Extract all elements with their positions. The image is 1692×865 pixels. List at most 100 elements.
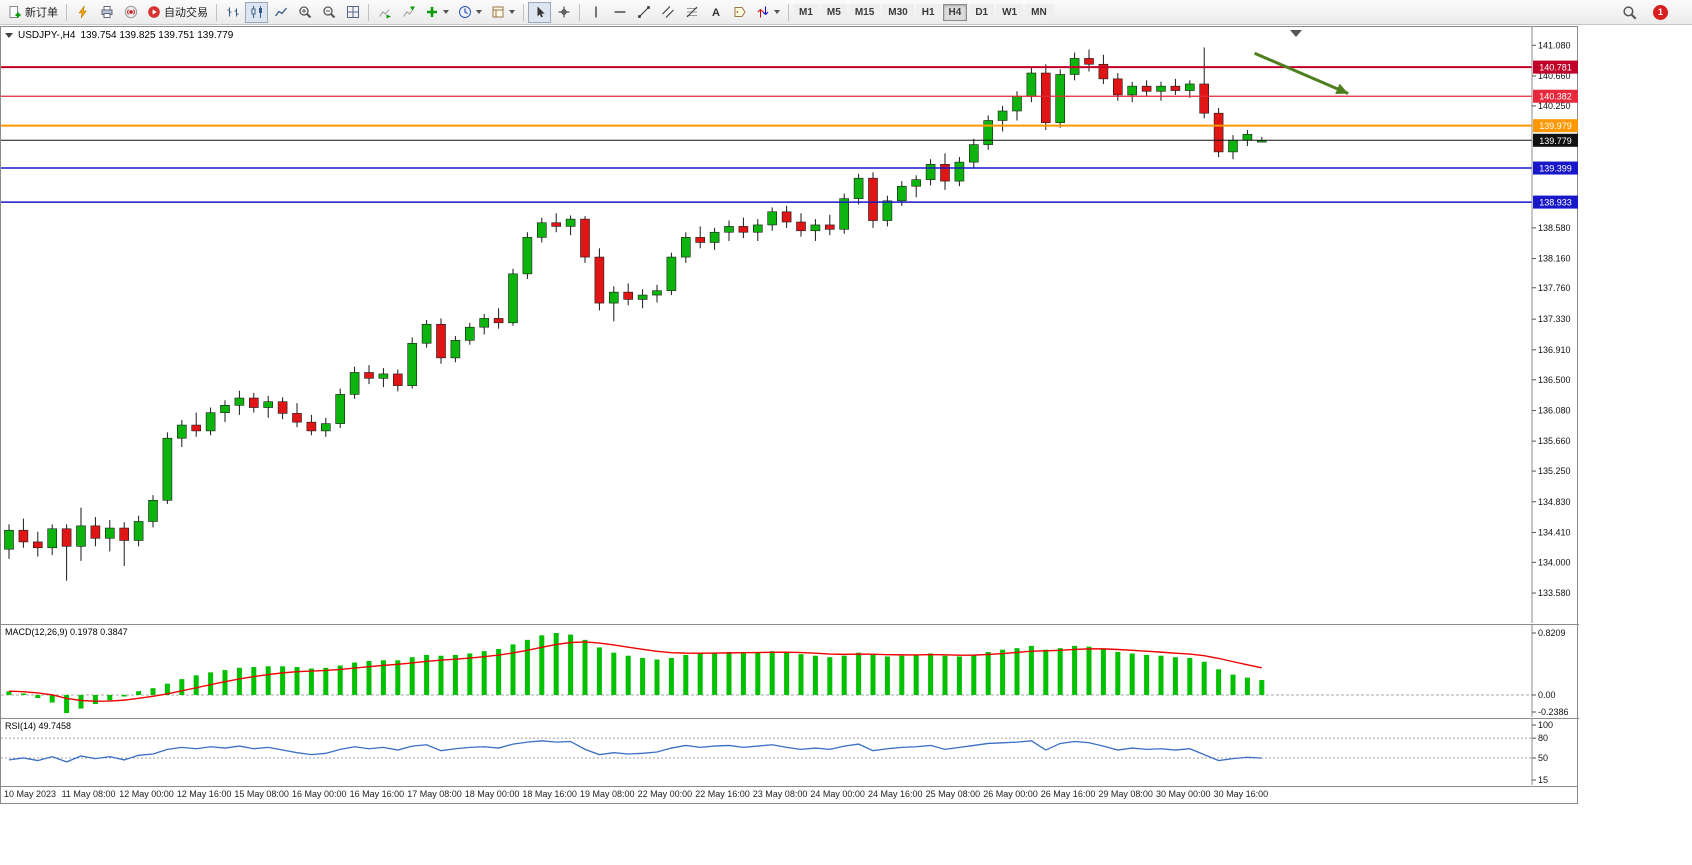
macd-histogram-bar <box>49 694 55 703</box>
macd-histogram-bar <box>1115 651 1121 695</box>
notification-badge[interactable]: 1 <box>1653 4 1668 20</box>
bear-candle <box>1199 83 1209 114</box>
y-axis-label: 140.660 <box>1538 71 1571 81</box>
horizontal-line-button[interactable] <box>608 2 631 23</box>
macd-histogram-bar <box>870 654 876 695</box>
bull-candle <box>709 231 720 243</box>
text-button[interactable]: A <box>704 2 727 23</box>
bear-candle <box>940 164 950 182</box>
cursor-icon <box>537 6 545 18</box>
text-label-button[interactable] <box>728 2 751 23</box>
bear-candle <box>90 525 101 539</box>
bull-candle <box>652 290 662 296</box>
indicators-button[interactable] <box>421 2 453 23</box>
bull-candle <box>839 198 850 230</box>
macd-histogram-bar <box>92 694 98 705</box>
macd-histogram-bar <box>6 691 12 695</box>
bull-candle <box>925 164 936 180</box>
bull-candle <box>1127 85 1137 96</box>
chart-window: USDJPY-,H4 139.754 139.825 139.751 139.7… <box>0 26 1579 804</box>
crosshair-icon <box>558 6 569 18</box>
price-tag <box>1533 119 1578 133</box>
arrows-button[interactable] <box>752 2 784 23</box>
time-axis[interactable]: 10 May 2023 11 May 08:00 12 May 00:00 12 Ma… <box>1 786 1577 803</box>
trend-arrow-annotation[interactable] <box>1254 51 1349 95</box>
bull-candle <box>105 527 115 539</box>
macd-histogram-bar <box>1072 645 1078 695</box>
bear-candle <box>61 528 72 547</box>
printer-icon <box>101 6 112 18</box>
bear-candle <box>249 397 259 408</box>
printer-button[interactable] <box>95 2 118 23</box>
tile-windows-icon <box>346 6 359 18</box>
rsi-axis-label: 80 <box>1538 733 1548 743</box>
x-axis-label: 30 May 16:00 <box>1213 789 1269 799</box>
timeframe-D1[interactable]: D1 <box>969 3 995 21</box>
timeframe-M5[interactable]: M5 <box>820 3 847 21</box>
templates-button[interactable] <box>487 2 519 23</box>
algo-trading-button[interactable]: 自动交易 <box>143 2 212 23</box>
timeframe-M1[interactable]: M1 <box>793 3 819 21</box>
bull-candle <box>234 397 245 406</box>
channel-icon <box>661 6 674 18</box>
bull-candle <box>205 412 216 432</box>
toolbar-separator <box>523 3 524 21</box>
broadcast-button[interactable] <box>119 2 142 23</box>
zoom-in-button[interactable] <box>293 2 316 23</box>
chart-shift-button[interactable] <box>397 2 420 23</box>
bear-candle <box>738 226 749 233</box>
candles-chart-button[interactable] <box>245 1 268 23</box>
bull-candle <box>1156 85 1166 92</box>
bull-candle <box>148 499 158 522</box>
zoom-out-button[interactable] <box>317 2 340 23</box>
macd-histogram-bar <box>553 633 559 695</box>
auto-scroll-button[interactable] <box>373 2 396 23</box>
lightning-button[interactable] <box>71 2 94 23</box>
chevron-down-icon <box>476 10 482 14</box>
one-click-trading-toggle[interactable] <box>5 33 13 38</box>
cursor-button[interactable] <box>528 1 551 23</box>
timeframe-H1[interactable]: H1 <box>915 3 941 21</box>
trendline-icon <box>637 6 650 18</box>
y-axis-label: 136.080 <box>1538 405 1571 415</box>
timeframe-M15[interactable]: M15 <box>848 3 881 21</box>
bear-candle <box>1041 72 1051 123</box>
tile-windows-button[interactable] <box>341 2 364 23</box>
line-chart-button[interactable] <box>269 2 292 23</box>
rsi-panel-canvas[interactable]: 100 80 50 15 <box>1 718 1579 785</box>
macd-histogram-bar <box>20 693 26 695</box>
macd-axis-label: -0.2386 <box>1538 707 1569 717</box>
crosshair-button[interactable] <box>552 2 575 23</box>
equidistant-channel-button[interactable] <box>656 2 679 23</box>
bear-candle <box>824 224 835 230</box>
fibonacci-button[interactable] <box>680 2 703 23</box>
macd-histogram-bar <box>827 657 833 695</box>
bear-candle <box>119 527 129 541</box>
bear-candle <box>18 529 29 543</box>
bars-chart-button[interactable] <box>221 2 244 23</box>
chart-shift-icon <box>402 6 415 17</box>
toolbar-separator <box>216 3 217 21</box>
bull-candle <box>536 222 547 238</box>
macd-histogram-bar <box>1201 661 1207 695</box>
macd-panel-canvas[interactable]: 0.8209 0.00 -0.2386 <box>1 624 1579 717</box>
timeframe-W1[interactable]: W1 <box>996 3 1024 21</box>
new-order-button[interactable]: 新订单 <box>4 2 62 23</box>
price-tag-label: 138.933 <box>1539 198 1572 208</box>
timeframe-H4[interactable]: H4 <box>942 3 968 21</box>
macd-indicator-label: MACD(12,26,9) 0.1978 0.3847 <box>5 627 128 637</box>
macd-histogram-bar <box>740 651 746 695</box>
vertical-line-button[interactable] <box>584 2 607 23</box>
macd-name: MACD(12,26,9) <box>5 627 68 637</box>
timeframe-MN[interactable]: MN <box>1025 3 1053 21</box>
fibonacci-icon <box>686 6 697 18</box>
x-axis-label: 18 May 16:00 <box>522 789 577 799</box>
bear-candle <box>796 221 806 232</box>
timeframe-M30[interactable]: M30 <box>882 3 914 21</box>
chart-shift-marker-icon[interactable] <box>1290 30 1302 37</box>
search-button[interactable] <box>1618 2 1641 23</box>
price-chart-canvas[interactable]: 141.080 140.660 140.250 138.580 138.160 137.7… <box>1 27 1579 623</box>
trendline-button[interactable] <box>632 2 655 23</box>
bull-candle <box>1228 139 1238 153</box>
periods-button[interactable] <box>454 2 486 23</box>
